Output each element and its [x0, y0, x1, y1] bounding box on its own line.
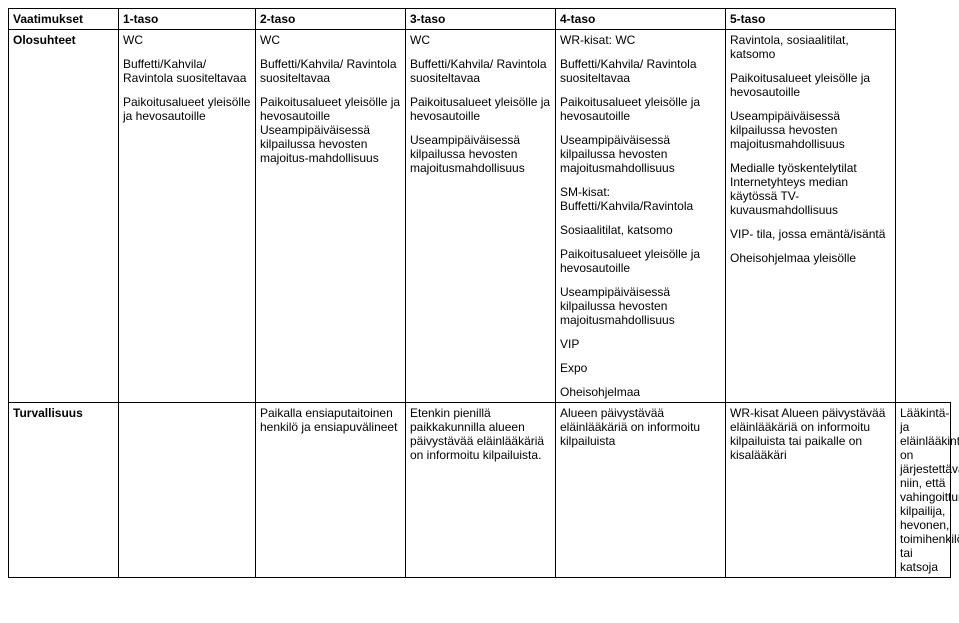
cell-paragraph: Expo [560, 361, 721, 375]
cell-paragraph: Paikoitusalueet yleisölle ja hevosautoil… [560, 247, 721, 275]
table-row: Turvallisuus Paikalla ensiaputaitoinen he… [9, 403, 951, 578]
cell-paragraph: Lääkintä- ja eläinlääkintähuolto on järj… [900, 406, 946, 574]
cell-paragraph: Useampipäiväisessä kilpailussa hevosten … [560, 133, 721, 175]
cell-paragraph: WC [260, 33, 401, 47]
cell-paragraph: Paikoitusalueet yleisölle ja hevosautoil… [123, 95, 251, 123]
cell: Paikalla ensiaputaitoinen henkilö ja ens… [256, 403, 406, 578]
cell-paragraph: Etenkin pienillä paikkakunnilla alueen p… [410, 406, 551, 462]
cell-paragraph: VIP- tila, jossa emäntä/isäntä [730, 227, 891, 241]
col-header-1: 1-taso [119, 9, 256, 30]
cell: Ravintola, sosiaalitilat, katsomo Paikoit… [726, 30, 896, 403]
cell-paragraph: Oheisohjelmaa yleisölle [730, 251, 891, 265]
cell: Lääkintä- ja eläinlääkintähuolto on järj… [896, 403, 951, 578]
cell-paragraph: SM-kisat: Buffetti/Kahvila/Ravintola [560, 185, 721, 213]
cell-paragraph: Sosiaalitilat, katsomo [560, 223, 721, 237]
cell-paragraph: WR-kisat: WC [560, 33, 721, 47]
cell: WR-kisat Alueen päivystävää eläinlääkäri… [726, 403, 896, 578]
requirements-table: Vaatimukset1-taso2-taso3-taso4-taso5-tas… [8, 8, 951, 578]
col-header-0: Vaatimukset [9, 9, 119, 30]
row-label: Olosuhteet [9, 30, 119, 403]
cell: WC Buffetti/Kahvila/ Ravintola suositelta… [119, 30, 256, 403]
cell-paragraph: Ravintola, sosiaalitilat, katsomo [730, 33, 891, 61]
cell-paragraph: WC [410, 33, 551, 47]
cell-paragraph: Useampipäiväisessä kilpailussa hevosten … [560, 285, 721, 327]
cell-paragraph: Buffetti/Kahvila/ Ravintola suositeltava… [560, 57, 721, 85]
cell-paragraph: Oheisohjelmaa [560, 385, 721, 399]
cell: Alueen päivystävää eläinlääkäriä on info… [556, 403, 726, 578]
col-header-5: 5-taso [726, 9, 896, 30]
cell-paragraph: WC [123, 33, 251, 47]
cell-paragraph: Medialle työskentelytilat Internetyhteys… [730, 161, 891, 217]
cell-paragraph: Useampipäiväisessä kilpailussa hevosten … [410, 133, 551, 175]
cell-paragraph: Buffetti/Kahvila/ Ravintola suositeltava… [410, 57, 551, 85]
cell-paragraph: Buffetti/Kahvila/ Ravintola suositeltava… [123, 57, 251, 85]
cell [119, 403, 256, 578]
cell-paragraph: Paikoitusalueet yleisölle ja hevosautoil… [260, 95, 401, 165]
col-header-4: 4-taso [556, 9, 726, 30]
cell: WC Buffetti/Kahvila/ Ravintola suositelta… [256, 30, 406, 403]
col-header-2: 2-taso [256, 9, 406, 30]
cell-paragraph: Paikoitusalueet yleisölle ja hevosautoil… [560, 95, 721, 123]
cell-paragraph: Paikoitusalueet yleisölle ja hevosautoil… [730, 71, 891, 99]
cell-paragraph: Useampipäiväisessä kilpailussa hevosten … [730, 109, 891, 151]
cell: WC Buffetti/Kahvila/ Ravintola suositelta… [406, 30, 556, 403]
row-label: Turvallisuus [9, 403, 119, 578]
table-row: Olosuhteet WC Buffetti/Kahvila/ Ravintola … [9, 30, 951, 403]
col-header-3: 3-taso [406, 9, 556, 30]
cell-paragraph: Paikoitusalueet yleisölle ja hevosautoil… [410, 95, 551, 123]
cell-paragraph: WR-kisat Alueen päivystävää eläinlääkäri… [730, 406, 891, 462]
cell: Etenkin pienillä paikkakunnilla alueen p… [406, 403, 556, 578]
cell-paragraph: Alueen päivystävää eläinlääkäriä on info… [560, 406, 721, 448]
cell: WR-kisat: WC Buffetti/Kahvila/ Ravintola … [556, 30, 726, 403]
header-row: Vaatimukset1-taso2-taso3-taso4-taso5-tas… [9, 9, 951, 30]
cell-paragraph: VIP [560, 337, 721, 351]
cell-paragraph: Buffetti/Kahvila/ Ravintola suositeltava… [260, 57, 401, 85]
cell-paragraph: Paikalla ensiaputaitoinen henkilö ja ens… [260, 406, 401, 434]
